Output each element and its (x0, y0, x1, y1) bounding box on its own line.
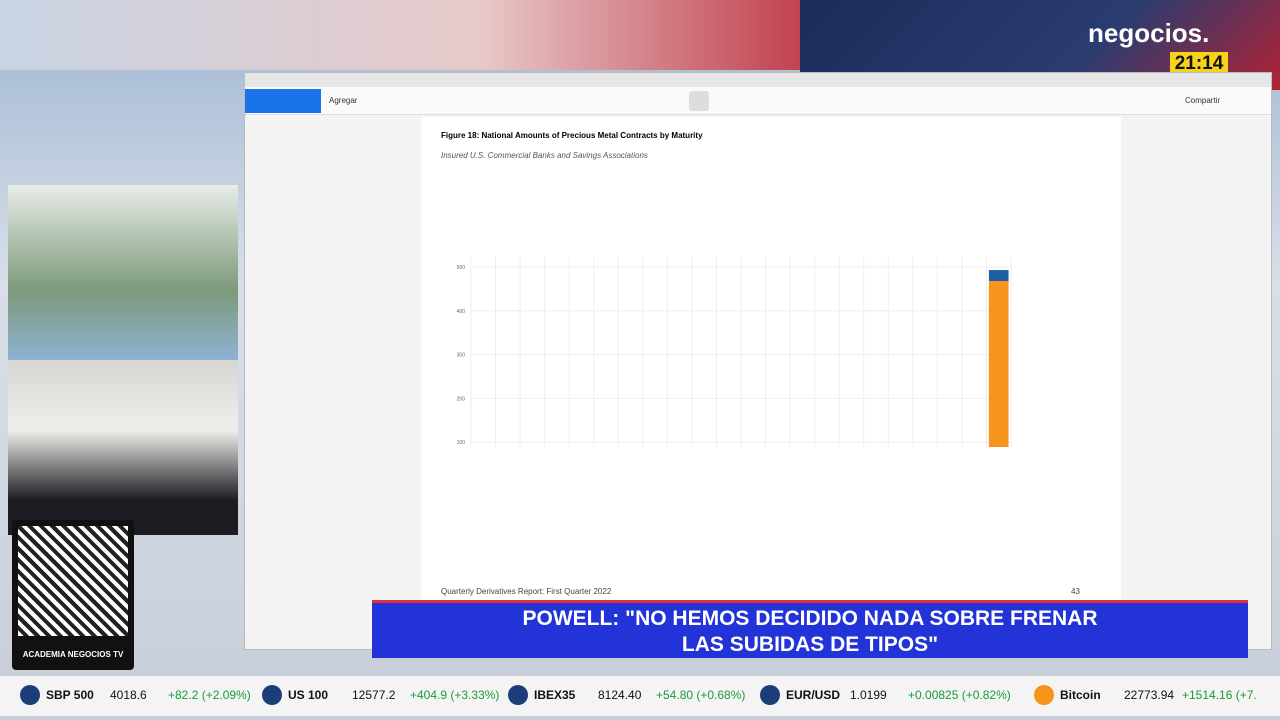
y-tick-label: 400 (457, 309, 466, 315)
ticker-value: 1.0199 (850, 688, 887, 702)
ticker-value: 4018.6 (110, 688, 147, 702)
title-bar (245, 73, 1271, 87)
webcam-guest (8, 185, 238, 360)
bar-segment (988, 281, 1009, 447)
ticker-name: IBEX35 (534, 688, 576, 702)
ticker-icon (760, 685, 780, 705)
ticker-value: 12577.2 (352, 688, 396, 702)
ticker-name: SBP 500 (46, 688, 94, 702)
ticker-name: EUR/USD (786, 688, 841, 702)
qr-code[interactable]: ACADEMIA NEGOCIOS TV (12, 520, 134, 670)
channel-label: ACADEMIA NEGOCIOS TV (22, 650, 124, 659)
page-number: 43 (1071, 587, 1080, 596)
logo: negocios. (1088, 18, 1210, 48)
y-tick-label: 100 (457, 440, 466, 446)
ticker-icon (1034, 685, 1054, 705)
headline-line: POWELL: "NO HEMOS DECIDIDO NADA SOBRE FR… (522, 607, 1098, 630)
qr-pattern (18, 526, 128, 636)
chart: 0100200300400500Precious Metals < 1 yrPr… (457, 257, 1012, 447)
background-banner (0, 0, 800, 70)
ticker-value: 22773.94 (1124, 688, 1175, 702)
tool-select[interactable] (689, 91, 709, 111)
y-tick-label: 300 (457, 353, 466, 359)
ticker-change: +54.80 (+0.68%) (656, 688, 746, 702)
toolbar: Agregar Compartir (245, 87, 1271, 115)
webcam-host (8, 360, 238, 535)
doc-footer: Quarterly Derivatives Report: First Quar… (441, 587, 612, 596)
figure-subtitle: Insured U.S. Commercial Banks and Saving… (441, 151, 648, 160)
bar-segment (988, 270, 1009, 282)
ticker-change: +1514.16 (+7. (1182, 688, 1257, 702)
ticker-change: +82.2 (+2.09%) (168, 688, 251, 702)
ticker-change: +0.00825 (+0.82%) (908, 688, 1011, 702)
ticker-icon (20, 685, 40, 705)
ticker-name: US 100 (288, 688, 329, 702)
tab-button[interactable] (245, 89, 321, 113)
y-tick-label: 500 (457, 265, 466, 271)
headline-line: LAS SUBIDAS DE TIPOS" (681, 633, 939, 656)
ticker-change: +404.9 (+3.33%) (410, 688, 500, 702)
document-page: Figure 18: National Amounts of Precious … (421, 117, 1121, 651)
ticker-icon (262, 685, 282, 705)
figure-title: Figure 18: National Amounts of Precious … (441, 131, 703, 140)
share-button[interactable]: Compartir (1185, 96, 1221, 105)
market-ticker: SBP 500 4018.6 +82.2 (+2.09%) US 100 12577.2… (0, 676, 1280, 716)
pdf-viewer: Agregar Compartir Figure 18: National Am… (244, 72, 1272, 651)
menu-add[interactable]: Agregar (329, 96, 358, 105)
y-tick-label: 200 (457, 396, 466, 402)
ticker-value: 8124.40 (598, 688, 642, 702)
ticker-icon (508, 685, 528, 705)
ticker-name: Bitcoin (1060, 688, 1101, 702)
headline-banner: POWELL: "NO HEMOS DECIDIDO NADA SOBRE FR… (372, 600, 1248, 658)
